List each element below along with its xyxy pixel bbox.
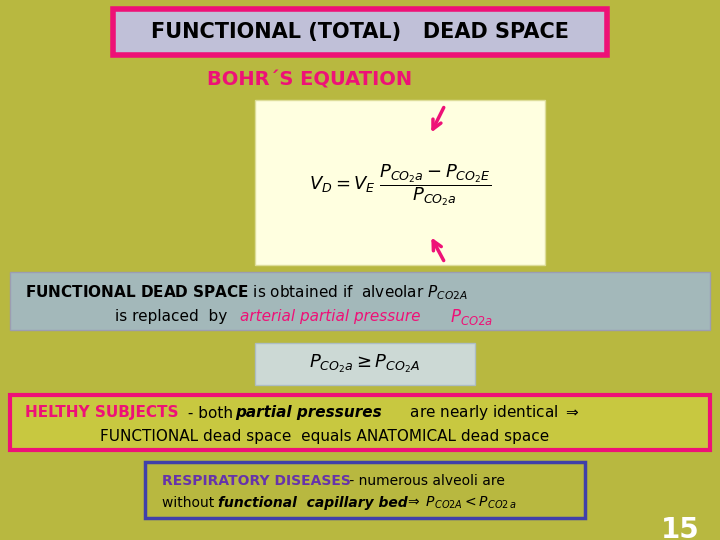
Text: $\mathit{P}_{CO2a}$: $\mathit{P}_{CO2a}$ xyxy=(450,307,493,327)
Text: - numerous alveoli are: - numerous alveoli are xyxy=(345,474,505,488)
Text: 15: 15 xyxy=(661,516,700,540)
Text: FUNCTIONAL dead space  equals ANATOMICAL dead space: FUNCTIONAL dead space equals ANATOMICAL … xyxy=(100,429,549,444)
Text: FUNCTIONAL (TOTAL)   DEAD SPACE: FUNCTIONAL (TOTAL) DEAD SPACE xyxy=(151,22,569,42)
FancyBboxPatch shape xyxy=(113,9,607,55)
FancyBboxPatch shape xyxy=(255,100,545,265)
FancyBboxPatch shape xyxy=(145,462,585,518)
FancyBboxPatch shape xyxy=(10,395,710,450)
Text: HELTHY SUBJECTS: HELTHY SUBJECTS xyxy=(25,406,179,421)
Text: are nearly identical $\Rightarrow$: are nearly identical $\Rightarrow$ xyxy=(405,403,580,422)
Text: partial pressures: partial pressures xyxy=(235,406,382,421)
Text: arterial partial pressure: arterial partial pressure xyxy=(240,309,420,325)
Text: $\mathbf{FUNCTIONAL\ DEAD\ SPACE}$ is obtained if  alveolar $\mathit{P}_{CO2A}$: $\mathbf{FUNCTIONAL\ DEAD\ SPACE}$ is ob… xyxy=(25,284,468,302)
FancyBboxPatch shape xyxy=(255,343,475,385)
Text: $\mathit{P}_{CO_2a} \geq \mathit{P}_{CO_2A}$: $\mathit{P}_{CO_2a} \geq \mathit{P}_{CO_… xyxy=(310,353,420,375)
Text: without: without xyxy=(162,496,219,510)
Text: $\Rightarrow$ $\mathit{P}_{CO2A} < \mathit{P}_{CO2\,a}$: $\Rightarrow$ $\mathit{P}_{CO2A} < \math… xyxy=(400,495,517,511)
Text: is replaced  by: is replaced by xyxy=(115,309,232,325)
Text: functional  capillary bed: functional capillary bed xyxy=(218,496,408,510)
FancyBboxPatch shape xyxy=(10,272,710,330)
Text: - both: - both xyxy=(183,406,238,421)
Text: BOHR´S EQUATION: BOHR´S EQUATION xyxy=(207,71,413,90)
Text: RESPIRATORY DISEASES: RESPIRATORY DISEASES xyxy=(162,474,351,488)
Text: $\mathit{V}_D = \mathit{V}_E\;\dfrac{\mathit{P}_{CO_2a} - \mathit{P}_{CO_2E}}{\m: $\mathit{V}_D = \mathit{V}_E\;\dfrac{\ma… xyxy=(309,162,491,208)
